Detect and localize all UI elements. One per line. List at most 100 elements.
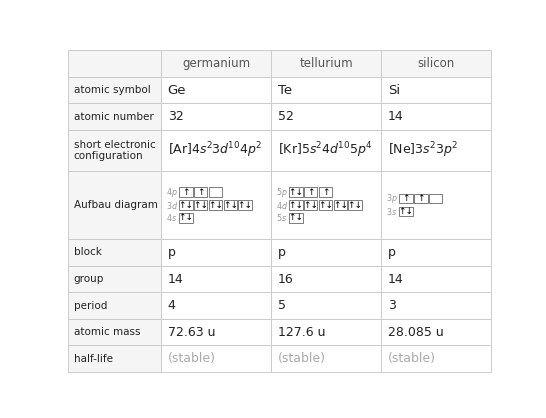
Text: 28.085 u: 28.085 u (388, 326, 443, 339)
Text: ↑: ↑ (182, 188, 189, 196)
Text: ↑: ↑ (307, 188, 314, 196)
Bar (381, 50, 491, 77)
Text: ↑: ↑ (402, 194, 410, 203)
Text: [Kr]5$s$$^2$4$d$$^{10}$5$p$$^4$: [Kr]5$s$$^2$4$d$$^{10}$5$p$$^4$ (278, 140, 372, 160)
Bar (162, 239, 271, 266)
Text: ↑↓: ↑↓ (348, 201, 363, 209)
Text: 16: 16 (278, 273, 293, 285)
Text: 3$d$: 3$d$ (167, 199, 179, 211)
Text: atomic symbol: atomic symbol (74, 85, 151, 95)
Text: 4$p$: 4$p$ (167, 186, 178, 199)
Text: 3$p$: 3$p$ (387, 192, 398, 205)
Text: ↑: ↑ (197, 188, 204, 196)
Text: 14: 14 (168, 273, 183, 285)
Bar (381, 319, 491, 345)
Text: 72.63 u: 72.63 u (168, 326, 215, 339)
Bar (223, 200, 237, 210)
Bar (304, 200, 317, 210)
Bar (68, 77, 162, 103)
Bar (381, 345, 491, 372)
Bar (429, 194, 442, 204)
Bar (179, 187, 193, 197)
Bar (271, 319, 381, 345)
Bar (381, 77, 491, 103)
Text: (stable): (stable) (388, 352, 436, 365)
Bar (271, 77, 381, 103)
Text: short electronic
configuration: short electronic configuration (74, 140, 156, 161)
Text: 3: 3 (388, 299, 396, 312)
Bar (381, 239, 491, 266)
Bar (68, 292, 162, 319)
Text: 52: 52 (278, 110, 294, 123)
Bar (289, 213, 302, 223)
Bar (399, 206, 413, 216)
Text: 14: 14 (388, 110, 403, 123)
Bar (194, 200, 207, 210)
Bar (209, 200, 222, 210)
Bar (162, 103, 271, 130)
Bar (162, 345, 271, 372)
Text: 5: 5 (278, 299, 286, 312)
Bar (289, 187, 302, 197)
Text: [Ar]4$s$$^2$3$d$$^{10}$4$p$$^2$: [Ar]4$s$$^2$3$d$$^{10}$4$p$$^2$ (168, 140, 262, 160)
Bar (68, 50, 162, 77)
Bar (209, 187, 222, 197)
Bar (319, 187, 333, 197)
Text: ↑↓: ↑↓ (333, 201, 348, 209)
Bar (381, 130, 491, 171)
Text: ↑: ↑ (322, 188, 329, 196)
Text: p: p (168, 246, 176, 259)
Bar (381, 103, 491, 130)
Text: 4$s$: 4$s$ (167, 212, 177, 223)
Bar (239, 200, 252, 210)
Bar (381, 266, 491, 292)
Text: p: p (278, 246, 286, 259)
Bar (271, 292, 381, 319)
Bar (68, 239, 162, 266)
Bar (271, 345, 381, 372)
Text: atomic number: atomic number (74, 112, 153, 122)
Text: ↑: ↑ (417, 194, 424, 203)
Bar (271, 239, 381, 266)
Text: silicon: silicon (418, 57, 455, 70)
Bar (381, 171, 491, 239)
Text: ↑↓: ↑↓ (223, 201, 238, 209)
Text: ↑↓: ↑↓ (179, 201, 193, 209)
Text: ↑↓: ↑↓ (318, 201, 333, 209)
Bar (194, 187, 207, 197)
Text: ↑↓: ↑↓ (208, 201, 223, 209)
Text: ↑↓: ↑↓ (288, 201, 304, 209)
Text: period: period (74, 301, 107, 311)
Text: 14: 14 (388, 273, 403, 285)
Text: tellurium: tellurium (300, 57, 353, 70)
Bar (271, 130, 381, 171)
Bar (289, 200, 302, 210)
Text: [Ne]3$s$$^2$3$p$$^2$: [Ne]3$s$$^2$3$p$$^2$ (388, 140, 458, 160)
Text: 5$p$: 5$p$ (276, 186, 288, 199)
Text: p: p (388, 246, 396, 259)
Bar (348, 200, 362, 210)
Text: Te: Te (278, 84, 292, 97)
Bar (162, 319, 271, 345)
Text: ↑↓: ↑↓ (238, 201, 253, 209)
Text: germanium: germanium (182, 57, 251, 70)
Bar (179, 213, 193, 223)
Text: ↑↓: ↑↓ (399, 207, 413, 216)
Bar (271, 266, 381, 292)
Text: Aufbau diagram: Aufbau diagram (74, 200, 158, 210)
Bar (68, 319, 162, 345)
Text: Ge: Ge (168, 84, 186, 97)
Bar (162, 171, 271, 239)
Bar (399, 194, 413, 204)
Bar (271, 50, 381, 77)
Text: ↑↓: ↑↓ (288, 214, 304, 222)
Text: 5$s$: 5$s$ (276, 212, 288, 223)
Bar (162, 130, 271, 171)
Bar (68, 130, 162, 171)
Text: 127.6 u: 127.6 u (278, 326, 325, 339)
Text: 32: 32 (168, 110, 183, 123)
Text: ↑↓: ↑↓ (288, 188, 304, 196)
Text: block: block (74, 247, 102, 257)
Text: (stable): (stable) (168, 352, 216, 365)
Text: 4$d$: 4$d$ (276, 199, 289, 211)
